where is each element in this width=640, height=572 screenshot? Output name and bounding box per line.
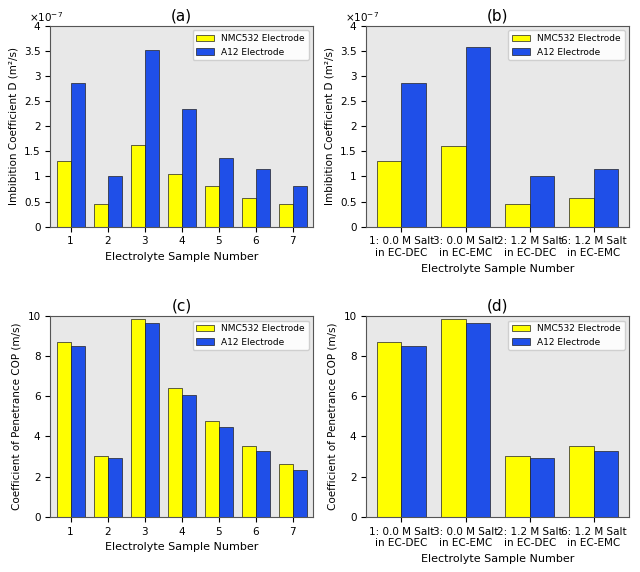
Bar: [131, 319, 145, 517]
Bar: [506, 455, 530, 517]
Bar: [506, 204, 530, 227]
Bar: [401, 82, 426, 227]
Y-axis label: Coefficient of Penetrance COP (m/s): Coefficient of Penetrance COP (m/s): [328, 323, 338, 510]
Bar: [70, 346, 84, 517]
Legend: NMC532 Electrode, A12 Electrode: NMC532 Electrode, A12 Electrode: [508, 320, 625, 350]
Title: (d): (d): [487, 299, 508, 313]
Bar: [182, 109, 196, 227]
Bar: [93, 455, 108, 517]
Bar: [168, 388, 182, 517]
Legend: NMC532 Electrode, A12 Electrode: NMC532 Electrode, A12 Electrode: [193, 30, 308, 60]
Title: (c): (c): [172, 299, 192, 313]
Y-axis label: Imbibition Coefficient D (m²/s): Imbibition Coefficient D (m²/s): [324, 47, 334, 205]
Y-axis label: Imbibition Coefficient D (m²/s): Imbibition Coefficient D (m²/s): [8, 47, 19, 205]
Bar: [219, 427, 233, 517]
Bar: [377, 161, 401, 227]
Bar: [441, 146, 465, 227]
Bar: [530, 458, 554, 517]
Bar: [570, 446, 594, 517]
Bar: [145, 50, 159, 227]
Bar: [401, 346, 426, 517]
Bar: [465, 47, 490, 227]
Bar: [182, 395, 196, 517]
Bar: [292, 470, 307, 517]
Bar: [205, 422, 219, 517]
Bar: [256, 451, 270, 517]
Bar: [219, 158, 233, 227]
Bar: [242, 446, 256, 517]
Bar: [93, 204, 108, 227]
Bar: [56, 161, 70, 227]
Bar: [530, 176, 554, 227]
Bar: [256, 169, 270, 227]
Text: $\times10^{-7}$: $\times10^{-7}$: [29, 10, 63, 24]
Bar: [377, 342, 401, 517]
Bar: [168, 174, 182, 227]
Bar: [131, 145, 145, 227]
Bar: [594, 451, 618, 517]
Bar: [205, 186, 219, 227]
Title: (b): (b): [487, 9, 508, 23]
Bar: [570, 198, 594, 227]
Bar: [279, 204, 292, 227]
Bar: [145, 323, 159, 517]
Bar: [56, 342, 70, 517]
Legend: NMC532 Electrode, A12 Electrode: NMC532 Electrode, A12 Electrode: [193, 320, 308, 350]
X-axis label: Electrolyte Sample Number: Electrolyte Sample Number: [421, 264, 574, 273]
Y-axis label: Coefficient of Penetrance COP (m/s): Coefficient of Penetrance COP (m/s): [12, 323, 22, 510]
Bar: [279, 463, 292, 517]
X-axis label: Electrolyte Sample Number: Electrolyte Sample Number: [421, 554, 574, 563]
Bar: [465, 323, 490, 517]
Bar: [594, 169, 618, 227]
Legend: NMC532 Electrode, A12 Electrode: NMC532 Electrode, A12 Electrode: [508, 30, 625, 60]
Bar: [108, 458, 122, 517]
Bar: [108, 176, 122, 227]
X-axis label: Electrolyte Sample Number: Electrolyte Sample Number: [105, 252, 259, 262]
Bar: [70, 82, 84, 227]
X-axis label: Electrolyte Sample Number: Electrolyte Sample Number: [105, 542, 259, 552]
Bar: [441, 319, 465, 517]
Text: $\times10^{-7}$: $\times10^{-7}$: [345, 10, 380, 24]
Bar: [242, 198, 256, 227]
Title: (a): (a): [171, 9, 192, 23]
Bar: [292, 186, 307, 227]
